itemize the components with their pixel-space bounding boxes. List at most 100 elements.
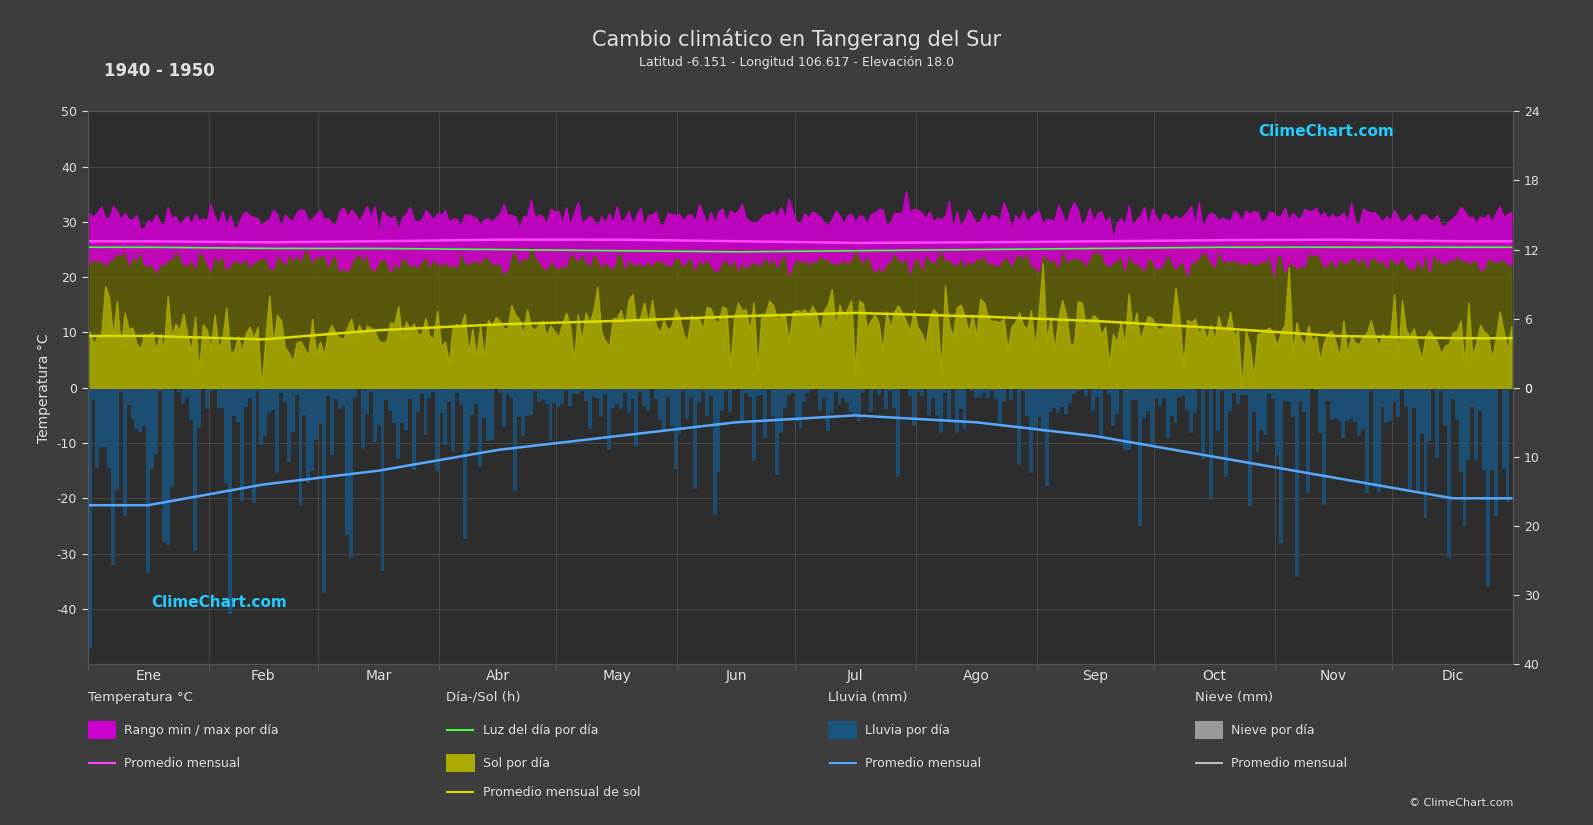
Bar <box>760 388 763 395</box>
Bar <box>1427 388 1432 441</box>
Bar <box>1220 388 1225 391</box>
Bar <box>416 388 419 412</box>
Bar <box>989 388 994 391</box>
Bar <box>1368 388 1373 390</box>
Bar <box>916 388 919 393</box>
Bar <box>1150 388 1153 445</box>
Bar <box>1341 388 1346 438</box>
Bar <box>548 388 553 440</box>
Bar <box>88 388 91 648</box>
Bar <box>1212 388 1217 389</box>
Bar <box>413 388 416 470</box>
Bar <box>1169 388 1174 416</box>
Bar <box>177 388 182 392</box>
Bar <box>526 388 529 416</box>
Bar <box>1067 388 1072 403</box>
Bar <box>795 388 798 421</box>
Bar <box>1467 388 1470 460</box>
Bar <box>1376 388 1381 492</box>
Bar <box>822 388 825 398</box>
Bar <box>513 388 518 492</box>
Bar <box>440 388 443 413</box>
Bar <box>209 388 212 390</box>
Bar <box>166 388 169 545</box>
Bar <box>655 388 658 399</box>
Bar <box>443 388 448 445</box>
Bar <box>889 388 892 391</box>
Bar <box>841 388 846 398</box>
Bar <box>373 388 376 442</box>
Bar <box>1142 388 1147 418</box>
Bar <box>787 388 790 395</box>
Bar <box>150 388 155 469</box>
Bar <box>1408 388 1411 489</box>
Bar <box>284 388 287 403</box>
Bar <box>1271 388 1274 399</box>
Bar <box>475 388 478 403</box>
Bar <box>1072 388 1075 394</box>
Y-axis label: Temperatura °C: Temperatura °C <box>37 333 51 442</box>
Text: Nieve (mm): Nieve (mm) <box>1195 691 1273 704</box>
Bar <box>292 388 295 432</box>
Bar <box>236 388 241 422</box>
Bar <box>127 388 131 405</box>
Bar <box>666 388 669 397</box>
Bar <box>615 388 618 403</box>
Bar <box>540 388 545 398</box>
Text: Rango min / max por día: Rango min / max por día <box>124 724 279 737</box>
Text: Promedio mensual: Promedio mensual <box>124 757 241 770</box>
Text: Nieve por día: Nieve por día <box>1231 724 1314 737</box>
Bar <box>1115 388 1118 414</box>
Bar <box>1075 388 1080 391</box>
Bar <box>607 388 612 450</box>
Bar <box>903 388 908 389</box>
Bar <box>674 388 677 469</box>
Bar <box>1134 388 1139 400</box>
Bar <box>139 388 142 431</box>
Bar <box>1432 388 1435 389</box>
Bar <box>935 388 940 415</box>
Bar <box>1185 388 1188 410</box>
Bar <box>1045 388 1048 486</box>
Bar <box>1352 388 1357 422</box>
Bar <box>1104 388 1107 390</box>
Bar <box>983 388 986 393</box>
Bar <box>115 388 119 490</box>
Bar <box>739 388 744 423</box>
Bar <box>419 388 424 394</box>
Bar <box>244 388 249 407</box>
Bar <box>830 388 833 412</box>
Bar <box>306 388 311 483</box>
Bar <box>725 388 728 391</box>
Bar <box>1306 388 1309 493</box>
Text: Promedio mensual: Promedio mensual <box>1231 757 1348 770</box>
Bar <box>155 388 158 454</box>
Bar <box>604 388 607 394</box>
Bar <box>1018 388 1021 465</box>
Bar <box>185 388 190 397</box>
Bar <box>975 388 978 398</box>
Bar <box>1201 388 1204 459</box>
Bar <box>279 388 284 393</box>
Bar <box>91 388 96 400</box>
Bar <box>241 388 244 501</box>
Bar <box>1381 388 1384 407</box>
Bar <box>545 388 548 404</box>
Bar <box>1330 388 1333 420</box>
Bar <box>1451 388 1454 399</box>
Bar <box>1489 388 1494 470</box>
Bar <box>537 388 540 402</box>
Bar <box>384 388 389 399</box>
Bar <box>147 388 150 573</box>
Bar <box>704 388 709 417</box>
Bar <box>1239 388 1244 395</box>
Bar <box>868 388 873 412</box>
Bar <box>505 388 510 394</box>
Bar <box>1088 388 1091 389</box>
Bar <box>572 388 577 394</box>
Bar <box>1505 388 1510 502</box>
Bar <box>752 388 755 461</box>
Bar <box>763 388 768 438</box>
Bar <box>693 388 698 489</box>
Bar <box>962 388 967 429</box>
